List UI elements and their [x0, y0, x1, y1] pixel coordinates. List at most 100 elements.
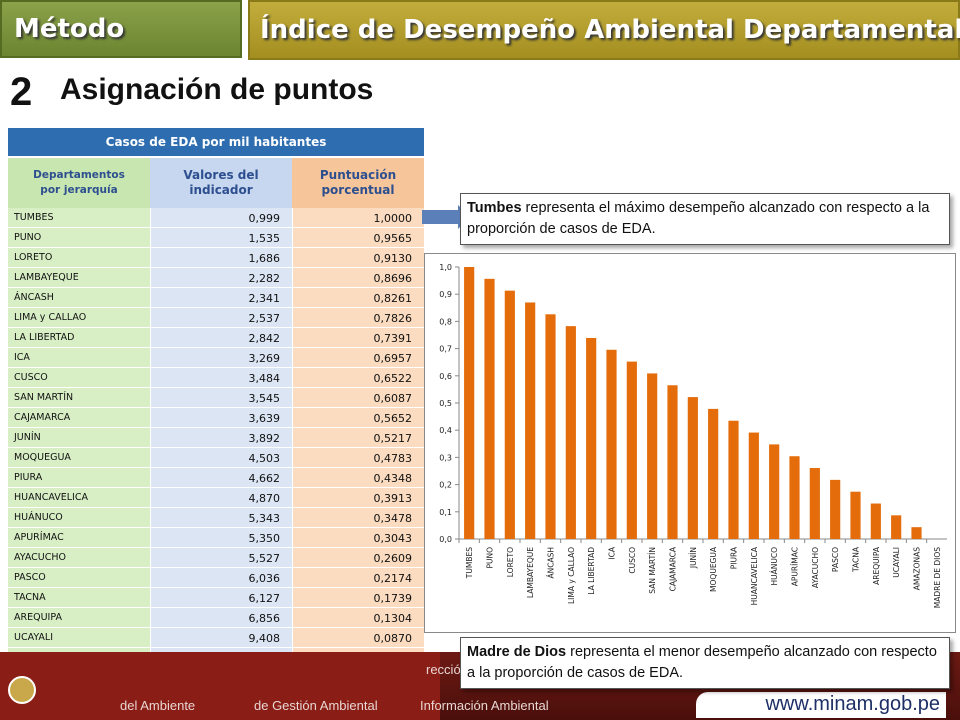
cell-indicator-value: 3,892 [150, 428, 292, 448]
arrow-right-icon [422, 205, 470, 229]
cell-department: UCAYALI [8, 628, 150, 648]
x-tick-label: HUÁNUCO [770, 547, 779, 586]
bar [545, 314, 556, 539]
column-header-departments: Departamentos por jerarquía [8, 158, 150, 208]
y-tick-label: 0,3 [439, 453, 452, 462]
cell-score: 0,1304 [292, 608, 424, 628]
cell-indicator-value: 1,686 [150, 248, 292, 268]
cell-indicator-value: 3,269 [150, 348, 292, 368]
y-tick-label: 0,8 [439, 317, 452, 326]
bar [626, 361, 637, 539]
cell-department: AYACUCHO [8, 548, 150, 568]
cell-indicator-value: 3,639 [150, 408, 292, 428]
cell-score: 0,5217 [292, 428, 424, 448]
cell-score: 0,6087 [292, 388, 424, 408]
bar [911, 527, 922, 539]
cell-department: PASCO [8, 568, 150, 588]
bar [708, 408, 719, 539]
x-tick-label: PASCO [831, 547, 840, 572]
table-row: HUANCAVELICA 4,870 0,3913 [8, 488, 424, 508]
cell-department: SAN MARTÍN [8, 388, 150, 408]
x-tick-label: JUNÍN [689, 547, 698, 569]
cell-score: 0,9565 [292, 228, 424, 248]
y-tick-label: 0,7 [439, 345, 452, 354]
cell-department: LA LIBERTAD [8, 328, 150, 348]
y-tick-label: 0,5 [439, 399, 452, 408]
cell-indicator-value: 0,999 [150, 208, 292, 228]
y-tick-label: 0,9 [439, 290, 452, 299]
table-row: SAN MARTÍN 3,545 0,6087 [8, 388, 424, 408]
table-row: JUNÍN 3,892 0,5217 [8, 428, 424, 448]
cell-department: LORETO [8, 248, 150, 268]
table-row: PUNO 1,535 0,9565 [8, 228, 424, 248]
cell-department: ÁNCASH [8, 288, 150, 308]
table-row: AREQUIPA 6,856 0,1304 [8, 608, 424, 628]
cell-indicator-value: 5,350 [150, 528, 292, 548]
table-row: LA LIBERTAD 2,842 0,7391 [8, 328, 424, 348]
bar [830, 479, 841, 539]
y-tick-label: 0,2 [439, 481, 452, 490]
bar [809, 468, 820, 539]
cell-score: 0,2609 [292, 548, 424, 568]
table-row: PIURA 4,662 0,4348 [8, 468, 424, 488]
cell-score: 0,0870 [292, 628, 424, 648]
cell-department: TACNA [8, 588, 150, 608]
table-row: CAJAMARCA 3,639 0,5652 [8, 408, 424, 428]
data-table-body: TUMBES 0,999 1,0000 PUNO 1,535 0,9565 LORETO 1,… [8, 208, 424, 688]
table-row: TACNA 6,127 0,1739 [8, 588, 424, 608]
cell-department: MOQUEGUA [8, 448, 150, 468]
y-tick-label: 1,0 [439, 263, 452, 272]
x-tick-label: MADRE DE DIOS [933, 547, 942, 608]
x-tick-label: LORETO [506, 547, 515, 577]
bar [586, 337, 597, 539]
bar [464, 267, 475, 539]
table-row: LORETO 1,686 0,9130 [8, 248, 424, 268]
cell-department: PUNO [8, 228, 150, 248]
cell-score: 1,0000 [292, 208, 424, 228]
cell-score: 0,3478 [292, 508, 424, 528]
cell-score: 0,5652 [292, 408, 424, 428]
bar [870, 503, 881, 539]
page-header-title: Índice de Desempeño Ambiental Departamen… [260, 15, 960, 45]
x-tick-label: AMAZONAS [913, 547, 922, 591]
cell-indicator-value: 6,036 [150, 568, 292, 588]
column-header-departments-label: Departamentos por jerarquía [33, 169, 125, 196]
cell-score: 0,3913 [292, 488, 424, 508]
column-header-values: Valores del indicador [150, 158, 292, 208]
bar [687, 397, 698, 539]
bar-chart-panel: 0,0 0,1 0,2 0,3 0,4 0,5 0,6 0,7 0,8 0,9 1,0 TUMBES P… [424, 253, 956, 633]
website-badge: www.minam.gob.pe [696, 692, 946, 718]
emblem-icon [8, 676, 36, 704]
cell-department: JUNÍN [8, 428, 150, 448]
x-tick-label: PIURA [730, 546, 739, 569]
column-header-score-label: Puntuación porcentual [319, 168, 397, 197]
table-row: APURÍMAC 5,350 0,3043 [8, 528, 424, 548]
cell-indicator-value: 4,503 [150, 448, 292, 468]
cell-indicator-value: 6,856 [150, 608, 292, 628]
bar-chart: 0,0 0,1 0,2 0,3 0,4 0,5 0,6 0,7 0,8 0,9 1,0 TUMBES P… [439, 263, 947, 608]
page-header: Índice de Desempeño Ambiental Departamen… [248, 0, 960, 60]
cell-score: 0,8261 [292, 288, 424, 308]
x-tick-label: TUMBES [465, 547, 474, 579]
bar [484, 278, 495, 539]
y-tick-label: 0,0 [439, 535, 452, 544]
x-tick-label: TACNA [852, 546, 861, 573]
slide-title: Asignación de puntos [60, 73, 374, 106]
table-row: LAMBAYEQUE 2,282 0,8696 [8, 268, 424, 288]
cell-indicator-value: 2,341 [150, 288, 292, 308]
bar [850, 491, 861, 539]
cell-score: 0,2174 [292, 568, 424, 588]
x-tick-label: UCAYALI [892, 547, 901, 578]
x-tick-label: LIMA y CALLAO [567, 547, 576, 604]
cell-department: CAJAMARCA [8, 408, 150, 428]
table-row: AYACUCHO 5,527 0,2609 [8, 548, 424, 568]
callout-max-bold: Tumbes [467, 200, 522, 216]
bar [789, 456, 800, 539]
section-label: Método [14, 14, 125, 44]
website-link[interactable]: www.minam.gob.pe [765, 693, 940, 715]
callout-min-text: representa el menor desempeño alcanzado … [467, 644, 937, 681]
cell-indicator-value: 1,535 [150, 228, 292, 248]
y-tick-label: 0,6 [439, 372, 452, 381]
cell-department: APURÍMAC [8, 528, 150, 548]
cell-indicator-value: 5,527 [150, 548, 292, 568]
